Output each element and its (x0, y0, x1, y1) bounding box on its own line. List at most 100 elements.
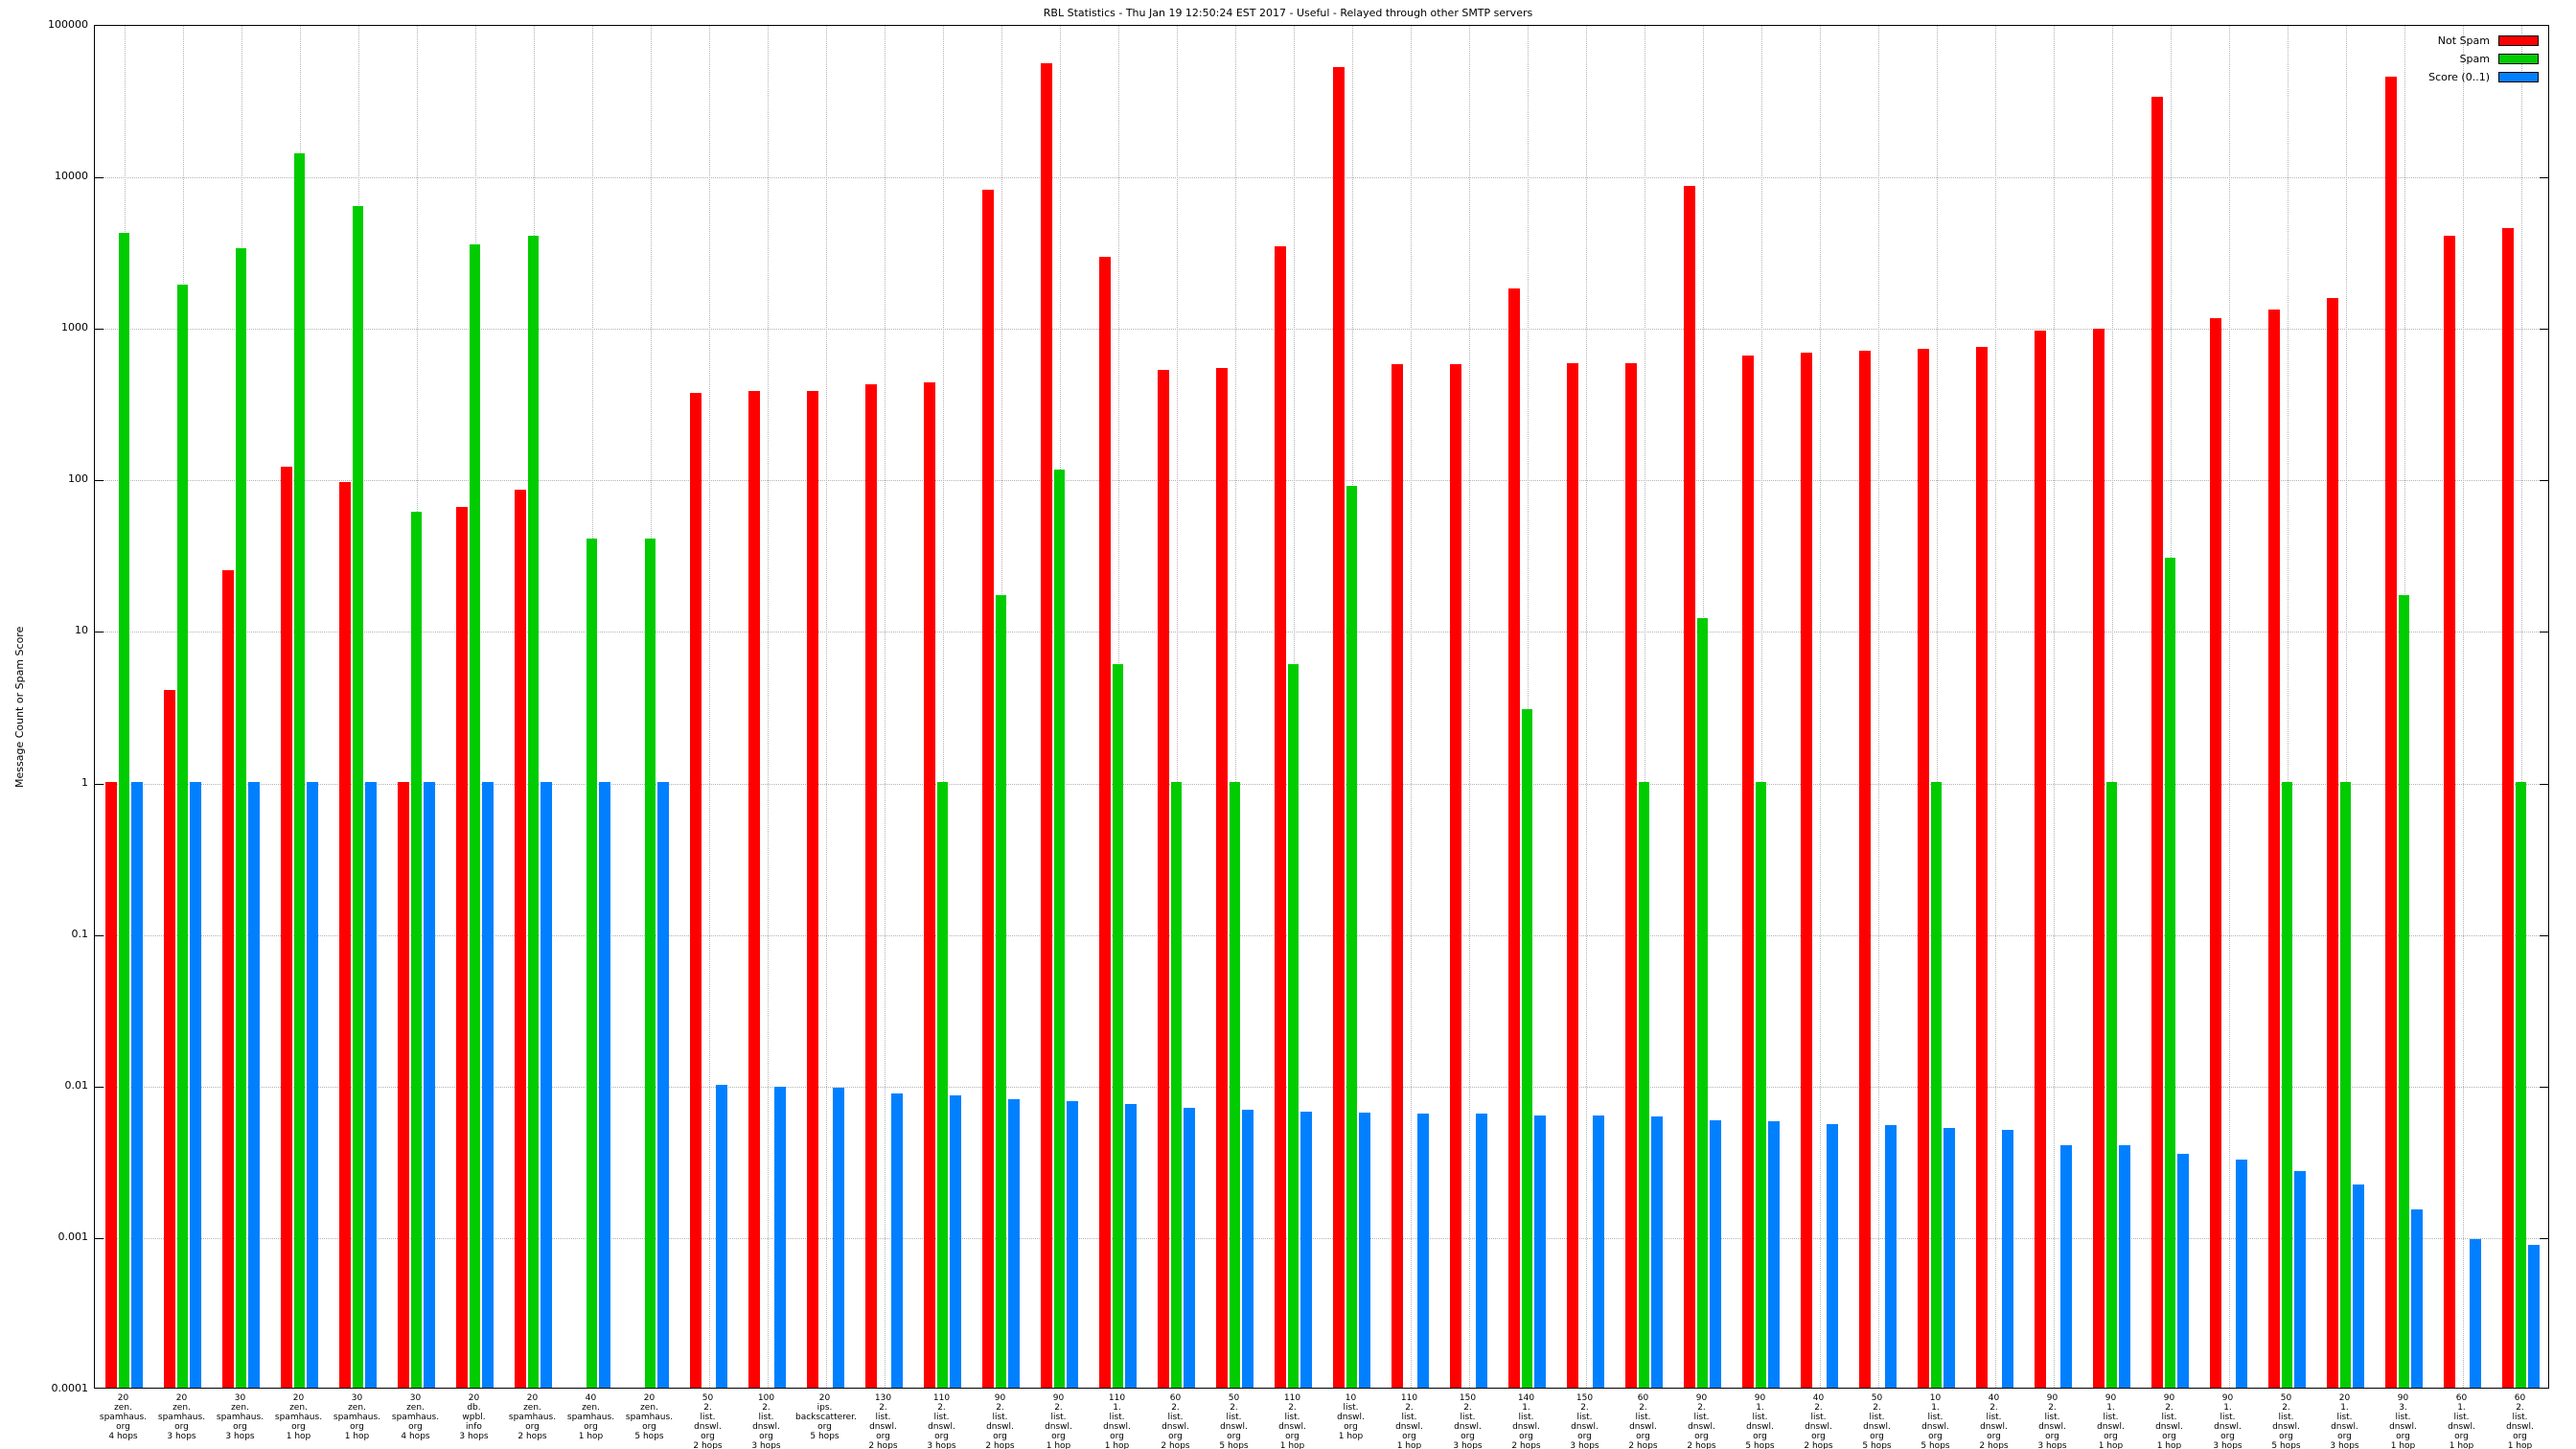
x-tick-label-line: list. (1635, 1413, 1651, 1422)
x-tick-label-line: 2 hops (518, 1432, 547, 1441)
x-tick-label: 20 ips. backscatterer. org 5 hops (795, 1393, 857, 1441)
legend: Not Spam Spam Score (0..1) (2428, 32, 2539, 86)
horizontal-gridline (95, 329, 2548, 331)
x-tick-label-line: 20 (2338, 1393, 2351, 1403)
x-tick-label-line: dnswl. (1512, 1422, 1540, 1432)
x-tick-label: 150 2. list. dnswl. org 3 hops (1555, 1393, 1614, 1449)
horizontal-gridline (95, 480, 2548, 482)
x-tick-label-line: org (1753, 1432, 1767, 1441)
legend-swatch (2498, 72, 2539, 82)
y-tick-label: 100 (68, 472, 88, 486)
x-tick-label-line: 1 hop (1046, 1441, 1071, 1449)
x-tick-label-line: list. (1284, 1413, 1300, 1422)
x-tick-label-line: 2. (762, 1403, 770, 1413)
y-tick-label: 1000 (61, 321, 88, 334)
x-tick-label-line: org (1870, 1432, 1884, 1441)
bar-spam (1930, 781, 1943, 1388)
x-tick-label-line: 2. (1171, 1403, 1180, 1413)
x-tick-label-line: dnswl. (2272, 1422, 2300, 1432)
axis-tick (2540, 1086, 2548, 1088)
x-tick-label-line: 5 hops (2271, 1441, 2301, 1449)
bar-spam (936, 781, 949, 1388)
x-tick-label-line: 2. (1814, 1403, 1823, 1413)
x-tick-label-line: dnswl. (752, 1422, 780, 1432)
x-tick-label-line: 1 hop (1338, 1432, 1364, 1441)
x-tick-label-line: org (934, 1432, 949, 1441)
bar-spam (410, 512, 423, 1388)
x-tick-label-line: org (1636, 1432, 1650, 1441)
bar-not-spam (2502, 227, 2514, 1388)
x-tick-label-line: org (1110, 1432, 1124, 1441)
x-tick-label-line: 2. (2282, 1403, 2290, 1413)
x-tick-label-line: org (1987, 1432, 2001, 1441)
vertical-gridline (1819, 26, 1821, 1388)
x-tick-label: 130 2. list. dnswl. org 2 hops (854, 1393, 912, 1449)
bar-score-0-1 (1242, 1110, 1254, 1388)
x-tick-label-line: dnswl. (2155, 1422, 2183, 1432)
x-tick-label-line: zen. (348, 1403, 366, 1413)
x-tick-label-line: 60 (2514, 1393, 2526, 1403)
x-tick-label-line: 5 hops (1219, 1441, 1249, 1449)
x-tick-label-line: 5 hops (634, 1432, 664, 1441)
x-tick-label-line: 1 hop (344, 1432, 370, 1441)
bar-not-spam (1742, 355, 1754, 1388)
bar-not-spam (2151, 97, 2163, 1388)
x-tick-label-line: org (233, 1422, 247, 1432)
x-tick-label-line: 2. (1405, 1403, 1414, 1413)
x-tick-label-line: dnswl. (694, 1422, 722, 1432)
horizontal-gridline (95, 177, 2548, 179)
x-tick-label-line: org (1460, 1432, 1475, 1441)
axis-tick (95, 329, 104, 331)
x-tick-label-line: list. (2395, 1413, 2411, 1422)
x-tick-label-line: 10 (1345, 1393, 1357, 1403)
bar-not-spam (1450, 363, 1461, 1388)
bar-spam (1229, 781, 1241, 1388)
x-tick-label-line: dnswl. (2097, 1422, 2125, 1432)
x-tick-label-line: info (466, 1422, 482, 1432)
vertical-gridline (942, 26, 944, 1388)
bar-spam (118, 232, 130, 1388)
x-tick-label-line: list. (2278, 1413, 2294, 1422)
axis-tick (2540, 1237, 2548, 1239)
bar-score-0-1 (1827, 1123, 1838, 1388)
bar-score-0-1 (1125, 1103, 1137, 1388)
x-tick-label: 110 2. list. dnswl. org 3 hops (912, 1393, 971, 1449)
x-tick-label-line: 1. (1522, 1403, 1530, 1413)
x-tick-label-line: 5 hops (810, 1432, 840, 1441)
x-tick-label-line: org (1227, 1432, 1241, 1441)
x-tick-label-line: 110 (1400, 1393, 1418, 1403)
x-tick-label-line: 10 (1929, 1393, 1942, 1403)
y-tick-label: 0.0001 (51, 1382, 89, 1394)
x-tick-label-line: 20 (117, 1393, 129, 1403)
x-tick-label-line: wpbl. (462, 1413, 486, 1422)
legend-item: Not Spam (2428, 32, 2539, 50)
x-tick-label-line: org (701, 1432, 715, 1441)
x-tick-label-line: 110 (1283, 1393, 1301, 1403)
x-tick-label: 20 zen. spamhaus. org 3 hops (152, 1393, 211, 1441)
x-tick-label-line: org (1811, 1432, 1826, 1441)
bar-not-spam (865, 383, 877, 1388)
chart-title: RBL Statistics - Thu Jan 19 12:50:24 EST… (1043, 7, 1533, 19)
bar-spam (469, 244, 481, 1388)
x-tick-label: 20 zen. spamhaus. org 1 hop (269, 1393, 328, 1441)
bar-score-0-1 (2060, 1144, 2072, 1388)
x-tick-label: 60 2. list. dnswl. org 2 hops (1614, 1393, 1672, 1449)
bar-spam (2105, 781, 2118, 1388)
x-tick-label-line: 1 hop (1104, 1441, 1130, 1449)
bar-spam (352, 205, 364, 1388)
bar-not-spam (2035, 330, 2046, 1388)
x-tick-label-line: 5 hops (1862, 1441, 1892, 1449)
x-tick-label-line: 1. (1113, 1403, 1121, 1413)
x-tick-label-line: list. (1226, 1413, 1242, 1422)
x-tick-label: 50 2. list. dnswl. org 2 hops (678, 1393, 737, 1449)
x-tick-label-line: org (408, 1422, 423, 1432)
x-tick-label-line: 2 hops (1511, 1441, 1541, 1449)
bar-not-spam (2385, 76, 2397, 1388)
bar-not-spam (456, 506, 468, 1388)
x-tick-label-line: 3 hops (459, 1432, 489, 1441)
x-tick-label-line: 60 (1169, 1393, 1182, 1403)
x-tick-label-line: 2. (1054, 1403, 1063, 1413)
bar-score-0-1 (1651, 1116, 1663, 1388)
x-tick-label-line: 3 hops (225, 1432, 255, 1441)
x-tick-label-line: 1. (2223, 1403, 2232, 1413)
